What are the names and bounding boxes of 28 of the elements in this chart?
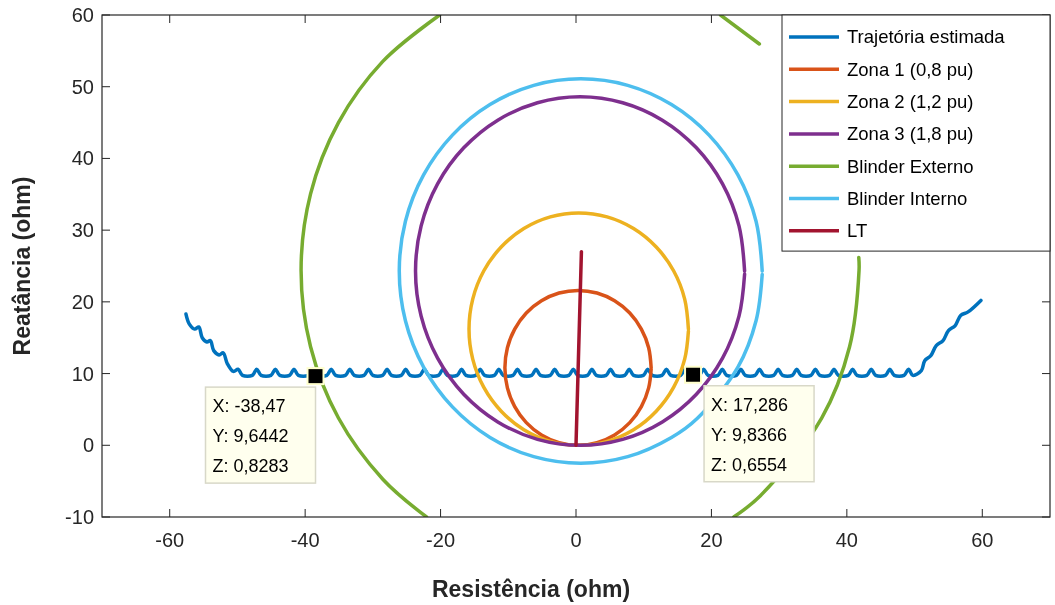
y-tick-label: 30 bbox=[71, 219, 94, 242]
legend-label: Blinder Externo bbox=[847, 155, 974, 177]
legend-label: Zona 1 (0,8 pu) bbox=[847, 58, 974, 80]
y-tick-label: 50 bbox=[71, 75, 94, 98]
y-tick-label: -10 bbox=[65, 506, 94, 528]
x-tick-label: -60 bbox=[155, 529, 185, 551]
tooltip-box: X: -38,47 Y: 9,6442 Z: 0,8283 bbox=[204, 386, 317, 484]
y-tick-label: 10 bbox=[71, 362, 94, 385]
annotation: X: 17,286 Y: 9,8366 Z: 0,6554 bbox=[711, 394, 789, 475]
x-tick-label: 0 bbox=[570, 529, 582, 551]
y-axis-title: Reatância (ohm) bbox=[9, 176, 35, 356]
x-axis-title: Resistência (ohm) bbox=[431, 576, 631, 602]
legend-label: Blinder Interno bbox=[847, 187, 968, 209]
x-tick-label: 40 bbox=[835, 529, 858, 551]
x-tick-label: 60 bbox=[971, 529, 994, 551]
x-tick-label: -20 bbox=[426, 529, 456, 551]
legend-label: Zona 3 (1,8 pu) bbox=[847, 123, 974, 145]
y-tick-label: 20 bbox=[71, 290, 94, 313]
legend-label: Trajetória estimada bbox=[847, 26, 1006, 48]
tooltip-box: X: 17,286 Y: 9,8366 Z: 0,6554 bbox=[703, 385, 815, 483]
y-tick-label: 40 bbox=[71, 147, 94, 170]
x-tick-label: 20 bbox=[700, 529, 723, 551]
legend-label: Zona 2 (1,2 pu) bbox=[847, 91, 974, 113]
y-tick-label: 0 bbox=[82, 434, 94, 457]
annotation: X: -38,47 Y: 9,6442 Z: 0,8283 bbox=[212, 396, 289, 477]
x-tick-label: -40 bbox=[290, 529, 320, 551]
legend-label: LT bbox=[847, 220, 868, 242]
y-tick-label: 60 bbox=[71, 4, 94, 26]
